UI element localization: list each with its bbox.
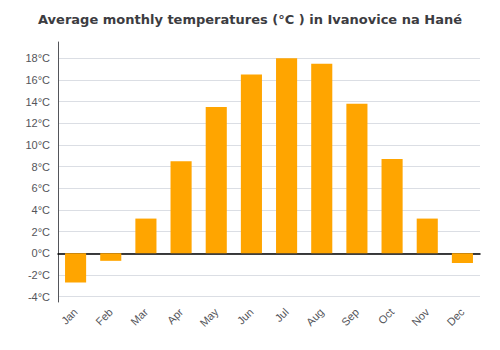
svg-text:Average monthly temperatures (: Average monthly temperatures (°C ) in Iv… xyxy=(38,12,462,27)
svg-text:Aug: Aug xyxy=(304,306,326,328)
svg-text:-4°C: -4°C xyxy=(28,291,50,303)
svg-text:Sep: Sep xyxy=(339,306,361,328)
svg-text:Mar: Mar xyxy=(128,306,150,328)
svg-text:12°C: 12°C xyxy=(25,117,50,129)
svg-text:-2°C: -2°C xyxy=(28,269,50,281)
svg-text:18°C: 18°C xyxy=(25,52,50,64)
svg-text:6°C: 6°C xyxy=(32,182,51,194)
svg-text:Jul: Jul xyxy=(272,306,290,324)
svg-text:14°C: 14°C xyxy=(25,96,50,108)
svg-text:Oct: Oct xyxy=(376,306,397,327)
svg-text:16°C: 16°C xyxy=(25,74,50,86)
svg-text:0°C: 0°C xyxy=(32,247,51,259)
svg-text:Nov: Nov xyxy=(409,305,432,328)
svg-text:8°C: 8°C xyxy=(32,161,51,173)
svg-text:2°C: 2°C xyxy=(32,226,51,238)
svg-text:10°C: 10°C xyxy=(25,139,50,151)
svg-text:May: May xyxy=(197,305,221,329)
svg-text:Feb: Feb xyxy=(93,306,115,328)
svg-text:Jun: Jun xyxy=(235,306,256,327)
svg-text:Jan: Jan xyxy=(59,306,80,327)
svg-text:4°C: 4°C xyxy=(32,204,51,216)
svg-text:Apr: Apr xyxy=(165,306,186,327)
svg-text:Dec: Dec xyxy=(444,305,467,328)
